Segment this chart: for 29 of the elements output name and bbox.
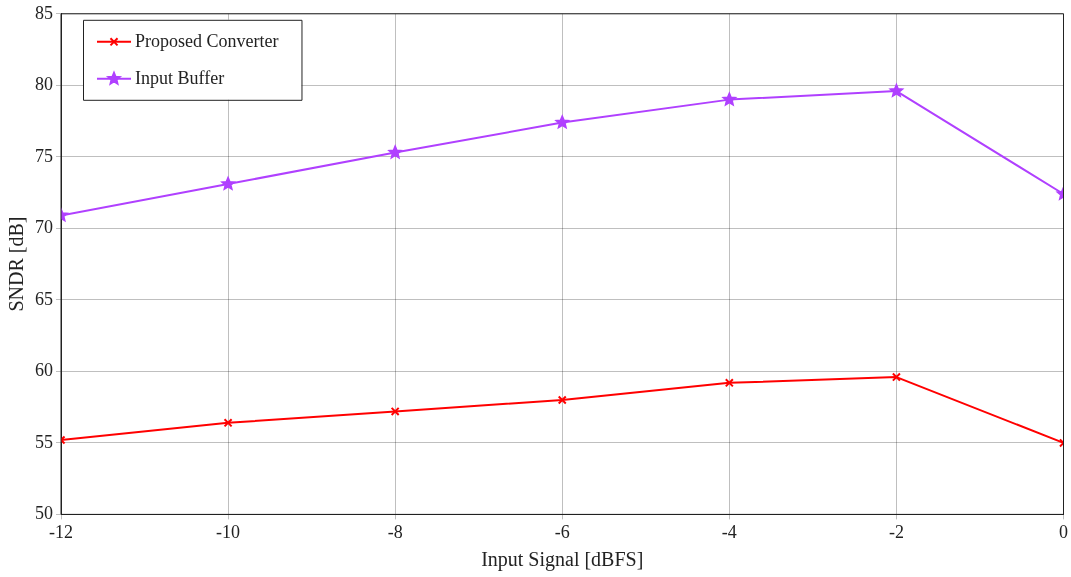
legend-label: Input Buffer bbox=[135, 67, 225, 88]
point bbox=[891, 372, 901, 382]
point bbox=[724, 378, 734, 388]
y-tick-label: 80 bbox=[35, 74, 53, 95]
y-axis-title: SNDR [dB] bbox=[5, 216, 28, 312]
point bbox=[390, 406, 400, 416]
x-tick-label: -4 bbox=[721, 521, 737, 542]
y-tick-label: 75 bbox=[35, 145, 53, 166]
point bbox=[557, 395, 567, 405]
point bbox=[555, 115, 570, 129]
y-tick-label: 65 bbox=[35, 288, 53, 309]
x-axis-title: Input Signal [dBFS] bbox=[481, 548, 644, 572]
y-tick-label: 85 bbox=[35, 2, 53, 23]
y-tick-label: 50 bbox=[35, 503, 53, 524]
x-tick-label: -10 bbox=[216, 521, 241, 542]
y-tick-label: 55 bbox=[35, 431, 53, 452]
x-tick-label: -6 bbox=[554, 521, 570, 542]
x-tick-label: -2 bbox=[888, 521, 904, 542]
x-tick-label: 0 bbox=[1059, 521, 1068, 542]
legend-label: Proposed Converter bbox=[135, 30, 279, 51]
point bbox=[388, 145, 403, 159]
point bbox=[722, 92, 737, 106]
y-tick-label: 60 bbox=[35, 360, 53, 381]
point bbox=[223, 418, 233, 428]
x-tick-label: -8 bbox=[387, 521, 403, 542]
point bbox=[221, 176, 236, 191]
x-tick-label: -12 bbox=[49, 521, 73, 542]
y-tick-label: 70 bbox=[35, 217, 53, 238]
point bbox=[889, 83, 904, 98]
